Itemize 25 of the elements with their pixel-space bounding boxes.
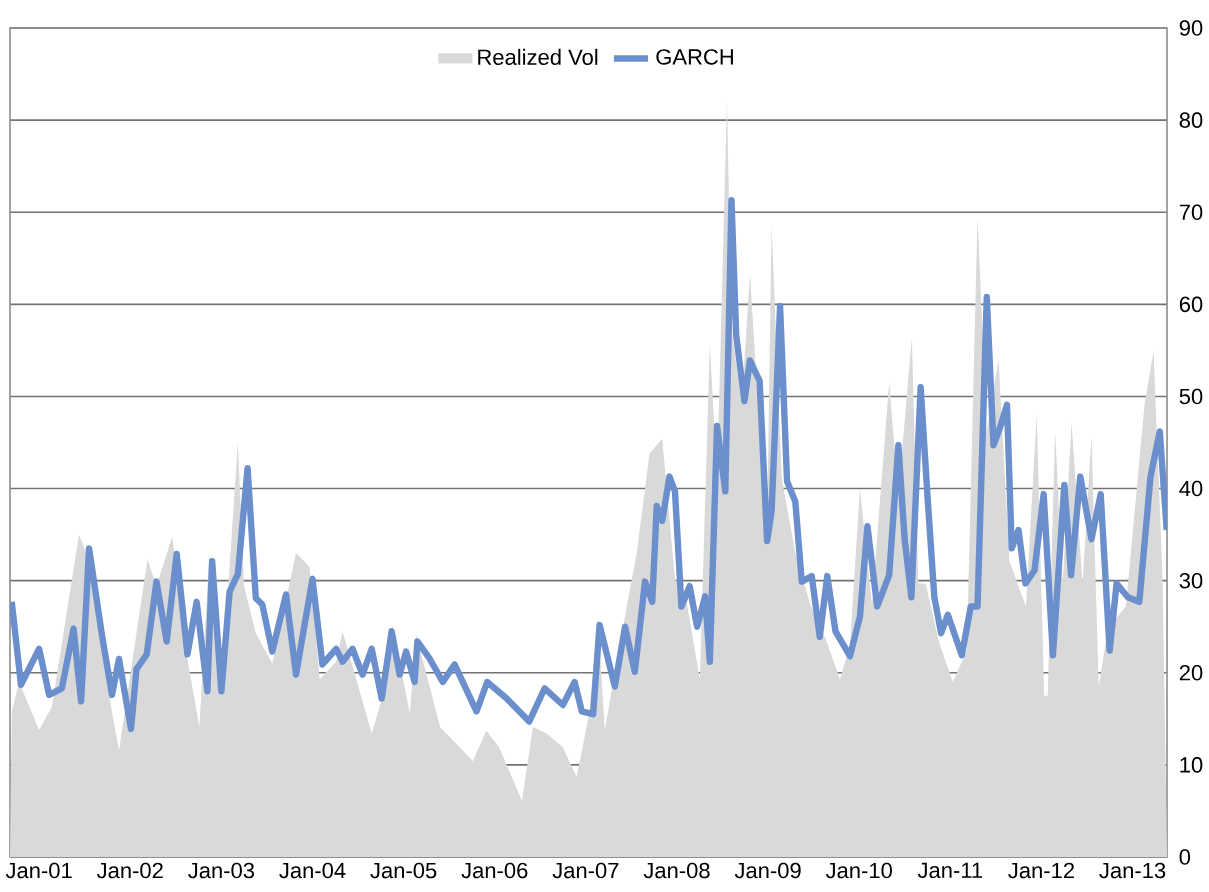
- legend-label: Realized Vol: [478, 48, 598, 65]
- x-tick-label: Jan-02: [96, 862, 163, 879]
- y-tick-label: 10: [1180, 757, 1203, 773]
- x-tick-label: Jan-07: [552, 862, 619, 879]
- x-tick-label: Jan-08: [643, 862, 710, 879]
- x-tick-label: Jan-12: [1008, 862, 1074, 879]
- x-tick-label: Jan-09: [734, 862, 801, 879]
- y-tick-label: 0: [1179, 849, 1191, 865]
- y-tick-label: 70: [1179, 204, 1203, 221]
- y-tick-label: 30: [1179, 572, 1203, 589]
- x-tick-label: Jan-06: [461, 862, 528, 879]
- x-tick-label: Jan-05: [370, 862, 437, 879]
- x-tick-label: Jan-11: [917, 862, 983, 879]
- y-tick-label: 40: [1179, 480, 1203, 497]
- y-tick-label: 80: [1179, 112, 1203, 128]
- y-tick-label: 20: [1179, 665, 1203, 681]
- x-tick-label: Jan-13: [1099, 862, 1166, 879]
- x-tick-label: Jan-10: [825, 862, 892, 879]
- y-tick-label: 90: [1179, 20, 1203, 36]
- x-tick-label: Jan-01: [5, 862, 72, 879]
- y-tick-label: 60: [1179, 296, 1203, 313]
- y-tick-label: 50: [1179, 388, 1203, 405]
- legend-label: GARCH: [656, 49, 733, 65]
- x-tick-label: Jan-04: [279, 862, 346, 879]
- x-tick-label: Jan-03: [188, 862, 255, 879]
